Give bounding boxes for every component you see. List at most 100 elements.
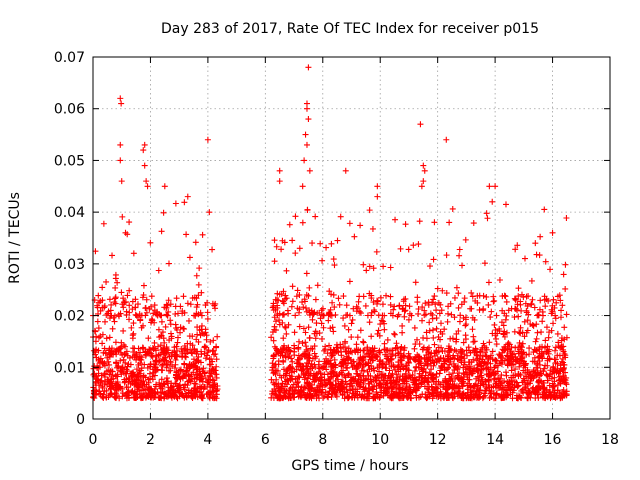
data-point: [209, 348, 216, 355]
data-point: [516, 339, 523, 346]
data-point: [100, 393, 107, 400]
data-point: [397, 245, 404, 252]
data-point: [288, 303, 295, 310]
data-point: [289, 237, 296, 244]
data-point: [305, 324, 312, 331]
data-point: [353, 341, 360, 348]
data-point: [548, 393, 555, 400]
data-point: [343, 348, 350, 355]
data-point: [466, 359, 473, 366]
x-tick-label: 16: [544, 432, 562, 448]
data-point: [378, 317, 385, 324]
data-point: [535, 394, 542, 401]
data-point: [480, 292, 487, 299]
data-point: [496, 276, 503, 283]
data-point: [195, 281, 202, 288]
data-point: [462, 366, 469, 373]
data-point: [489, 198, 496, 205]
data-point: [432, 301, 439, 308]
data-point: [107, 307, 114, 314]
data-point: [269, 360, 276, 367]
data-point: [318, 364, 325, 371]
data-point: [446, 219, 453, 226]
data-point: [292, 250, 299, 257]
data-point: [118, 100, 125, 107]
data-point: [558, 335, 565, 342]
data-point: [490, 293, 497, 300]
data-point: [468, 289, 475, 296]
data-point: [172, 361, 179, 368]
data-point: [158, 376, 165, 383]
data-point: [201, 350, 208, 357]
data-point: [304, 355, 311, 362]
data-point: [117, 157, 124, 164]
data-point: [433, 349, 440, 356]
data-point: [516, 363, 523, 370]
data-point: [126, 354, 133, 361]
data-point: [510, 350, 517, 357]
data-point: [421, 167, 428, 174]
data-point: [404, 355, 411, 362]
data-point: [350, 358, 357, 365]
data-point: [456, 252, 463, 259]
data-point: [270, 337, 277, 344]
data-point: [179, 353, 186, 360]
data-point: [303, 369, 310, 376]
data-point: [324, 393, 331, 400]
data-point: [439, 384, 446, 391]
data-point: [455, 290, 462, 297]
data-point: [436, 370, 443, 377]
data-point: [451, 363, 458, 370]
data-point: [429, 299, 436, 306]
data-point: [541, 380, 548, 387]
data-point: [132, 304, 139, 311]
data-point: [102, 318, 109, 325]
chart-title: Day 283 of 2017, Rate Of TEC Index for r…: [161, 21, 539, 37]
data-point: [374, 297, 381, 304]
data-point: [369, 351, 376, 358]
data-point: [412, 356, 419, 363]
data-point: [503, 329, 510, 336]
data-point: [114, 279, 121, 286]
data-point: [112, 284, 119, 291]
data-point: [122, 370, 129, 377]
data-point: [403, 362, 410, 369]
data-point: [436, 310, 443, 317]
data-point: [271, 323, 278, 330]
data-point: [514, 242, 521, 249]
data-point: [120, 304, 127, 311]
data-point: [330, 291, 337, 298]
data-point: [365, 359, 372, 366]
data-point: [145, 379, 152, 386]
data-point: [444, 318, 451, 325]
data-point: [558, 307, 565, 314]
data-point: [105, 394, 112, 401]
data-point: [423, 347, 430, 354]
data-point: [302, 131, 309, 138]
data-point: [419, 317, 426, 324]
data-point: [143, 393, 150, 400]
data-point: [486, 339, 493, 346]
data-point: [301, 157, 308, 164]
data-point: [156, 311, 163, 318]
data-point: [484, 215, 491, 222]
data-point: [283, 367, 290, 374]
data-point: [276, 291, 283, 298]
data-point: [276, 167, 283, 174]
data-point: [426, 319, 433, 326]
data-point: [309, 346, 316, 353]
data-point: [202, 355, 209, 362]
data-point: [182, 354, 189, 361]
data-point: [395, 363, 402, 370]
data-point: [99, 284, 106, 291]
data-point: [101, 381, 108, 388]
x-tick-label: 8: [318, 432, 327, 448]
data-point: [360, 354, 367, 361]
data-point: [169, 349, 176, 356]
data-point: [305, 116, 312, 123]
data-point: [326, 288, 333, 295]
data-point: [122, 350, 129, 357]
data-point: [281, 383, 288, 390]
data-point: [449, 205, 456, 212]
data-point: [481, 359, 488, 366]
